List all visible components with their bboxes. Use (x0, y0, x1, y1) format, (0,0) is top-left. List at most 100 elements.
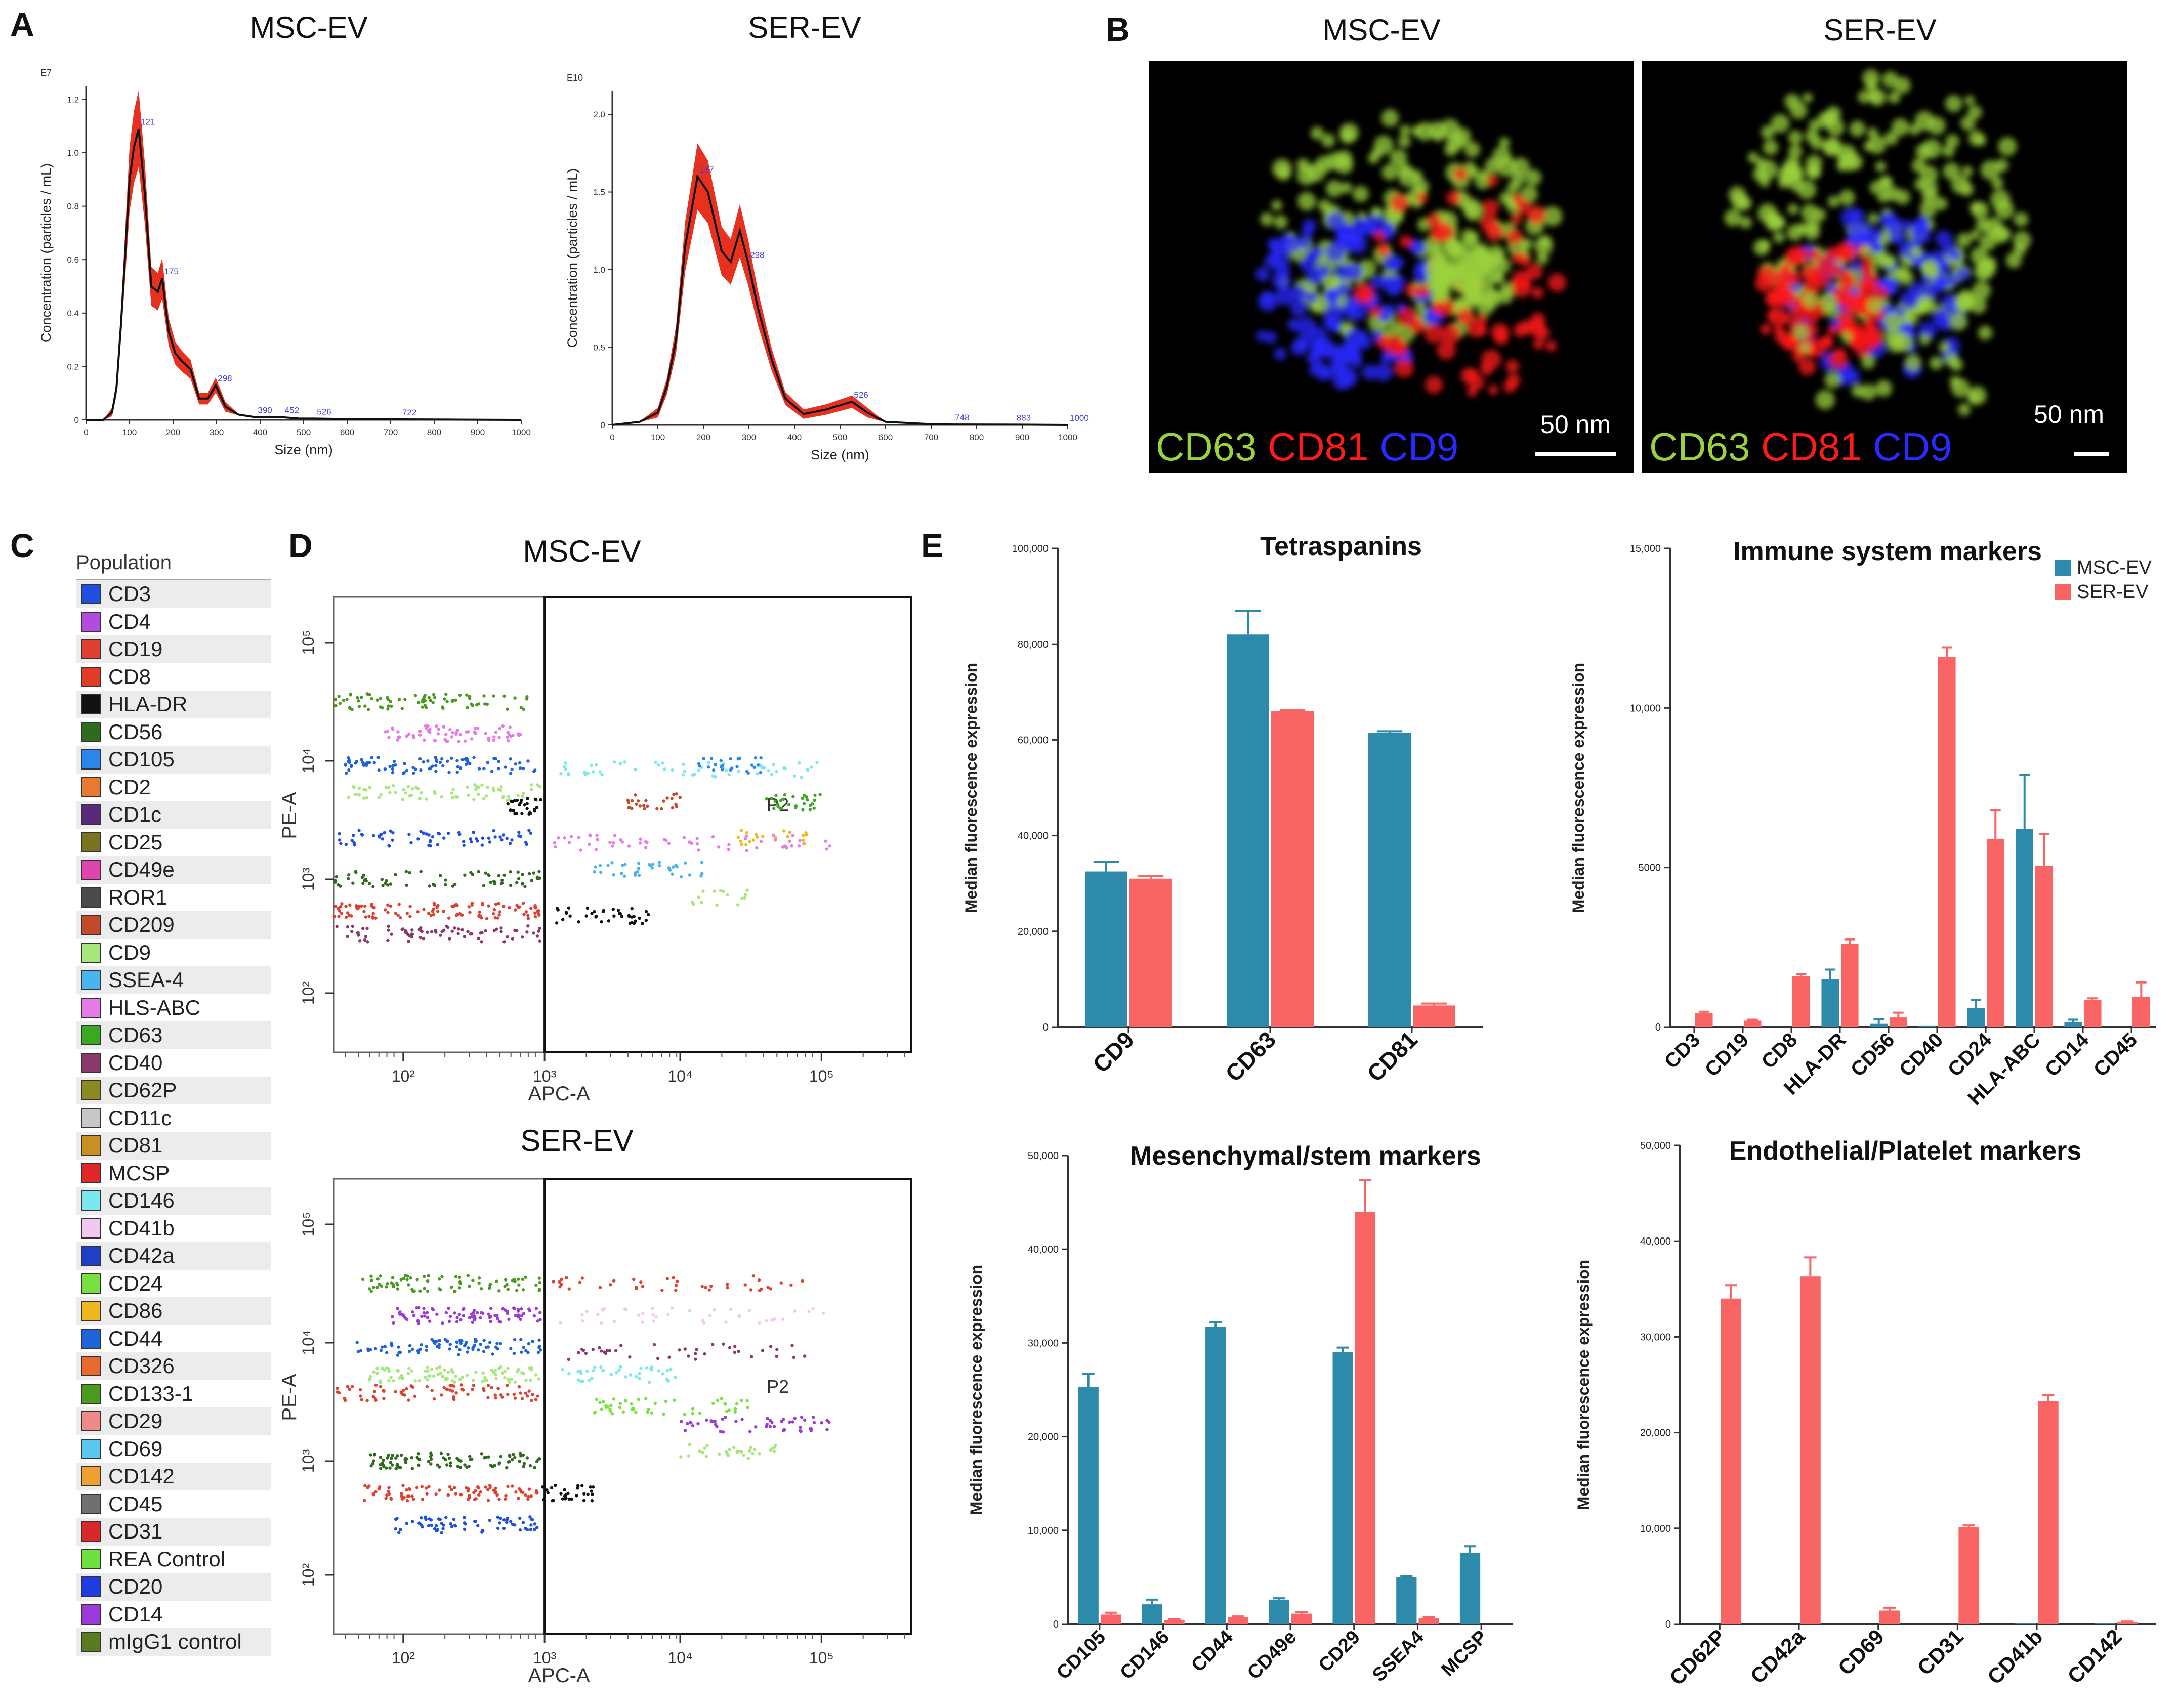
event-dot (506, 1516, 509, 1520)
fluorescence-spot (1324, 288, 1341, 305)
event-dot (379, 1467, 383, 1470)
event-dot (520, 1371, 524, 1375)
event-dot (379, 697, 383, 700)
event-dot (533, 1466, 536, 1470)
event-dot (449, 1464, 452, 1468)
micro-msc-title: MSC-EV (1322, 13, 1441, 47)
legend-item: CD31 (76, 1518, 271, 1546)
event-dot (513, 696, 517, 700)
event-dot (590, 763, 594, 767)
event-dot (486, 1499, 490, 1502)
event-dot (459, 1493, 463, 1497)
event-dot (526, 917, 530, 920)
event-dot (564, 1497, 568, 1500)
event-dot (534, 1490, 538, 1494)
fluorescence-spot (1441, 324, 1461, 345)
fluorescence-spot (1763, 140, 1779, 155)
y-axis-label: Median fluorescence expression (1574, 1260, 1593, 1510)
legend-label: CD133-1 (108, 1381, 194, 1405)
event-dot (463, 873, 467, 877)
event-dot (661, 761, 664, 765)
event-dot (727, 848, 731, 851)
event-dot (824, 839, 827, 843)
event-dot (438, 1488, 441, 1492)
event-dot (809, 803, 812, 807)
fluorescence-spot (1884, 312, 1902, 330)
event-dot (350, 1385, 354, 1389)
event-dot (711, 835, 715, 839)
event-dot (695, 1348, 698, 1351)
event-dot (644, 840, 648, 844)
fluorescence-spot (1936, 315, 1953, 331)
event-dot (577, 1351, 580, 1354)
event-dot (378, 835, 382, 839)
event-dot (494, 731, 498, 734)
event-dot (494, 902, 498, 906)
event-dot (445, 1377, 449, 1381)
event-dot (807, 1309, 811, 1313)
event-dot (377, 795, 381, 799)
event-dot (471, 1387, 474, 1391)
event-dot (638, 841, 642, 845)
event-dot (522, 1462, 526, 1465)
fluorescence-spot (1425, 376, 1443, 394)
event-dot (337, 915, 341, 918)
y-tick-label: 100,000 (1012, 543, 1049, 554)
event-dot (374, 1490, 378, 1493)
event-dot (397, 735, 401, 739)
event-dot (407, 833, 411, 836)
event-dot (626, 800, 631, 804)
event-dot (422, 908, 426, 911)
legend-swatch (81, 666, 101, 687)
event-dot (405, 1488, 408, 1492)
x-tick-label: 800 (970, 433, 984, 442)
event-dot (465, 1486, 468, 1490)
event-dot (507, 733, 511, 737)
event-dot (348, 914, 351, 917)
y-tick-label: 10² (299, 981, 317, 1005)
event-dot (647, 1407, 650, 1412)
x-tick-label: 1000 (1058, 433, 1077, 442)
event-dot (454, 1492, 457, 1496)
event-dot (500, 838, 504, 842)
event-dot (719, 1430, 722, 1433)
event-dot (708, 1314, 712, 1317)
event-dot (388, 1466, 392, 1470)
event-dot (389, 700, 392, 703)
fluorescence-spot (1808, 165, 1821, 179)
event-dot (430, 1368, 434, 1371)
event-dot (415, 1486, 419, 1489)
event-dot (370, 1278, 373, 1282)
event-dot (396, 1353, 400, 1357)
event-dot (426, 1279, 430, 1283)
event-dot (779, 799, 783, 802)
peak-label: 526 (317, 407, 331, 416)
fluorescence-spot (1787, 292, 1798, 304)
event-dot (458, 912, 462, 916)
event-dot (534, 1373, 538, 1377)
event-dot (740, 1399, 743, 1402)
event-dot (343, 1398, 347, 1402)
event-dot (759, 771, 763, 775)
peak-label: 526 (854, 390, 868, 400)
fluorescence-spot (1898, 270, 1914, 285)
event-dot (688, 1309, 692, 1313)
event-dot (496, 916, 499, 920)
event-dot (479, 1342, 482, 1346)
event-dot (630, 799, 634, 803)
fluorescence-spot (1817, 112, 1834, 129)
event-dot (472, 1309, 476, 1312)
event-dot (524, 1275, 527, 1279)
bar-msc-ev (1368, 733, 1411, 1027)
legend-item: CD133-1 (76, 1380, 271, 1407)
event-dot (729, 757, 732, 761)
event-dot (379, 1385, 383, 1389)
event-dot (448, 728, 452, 732)
event-dot (705, 1443, 709, 1447)
event-dot (495, 1493, 499, 1497)
event-dot (418, 1289, 422, 1293)
legend-swatch (81, 1301, 101, 1321)
event-dot (457, 1286, 462, 1290)
event-dot (498, 727, 502, 731)
legend-item: CD42a (76, 1242, 271, 1270)
